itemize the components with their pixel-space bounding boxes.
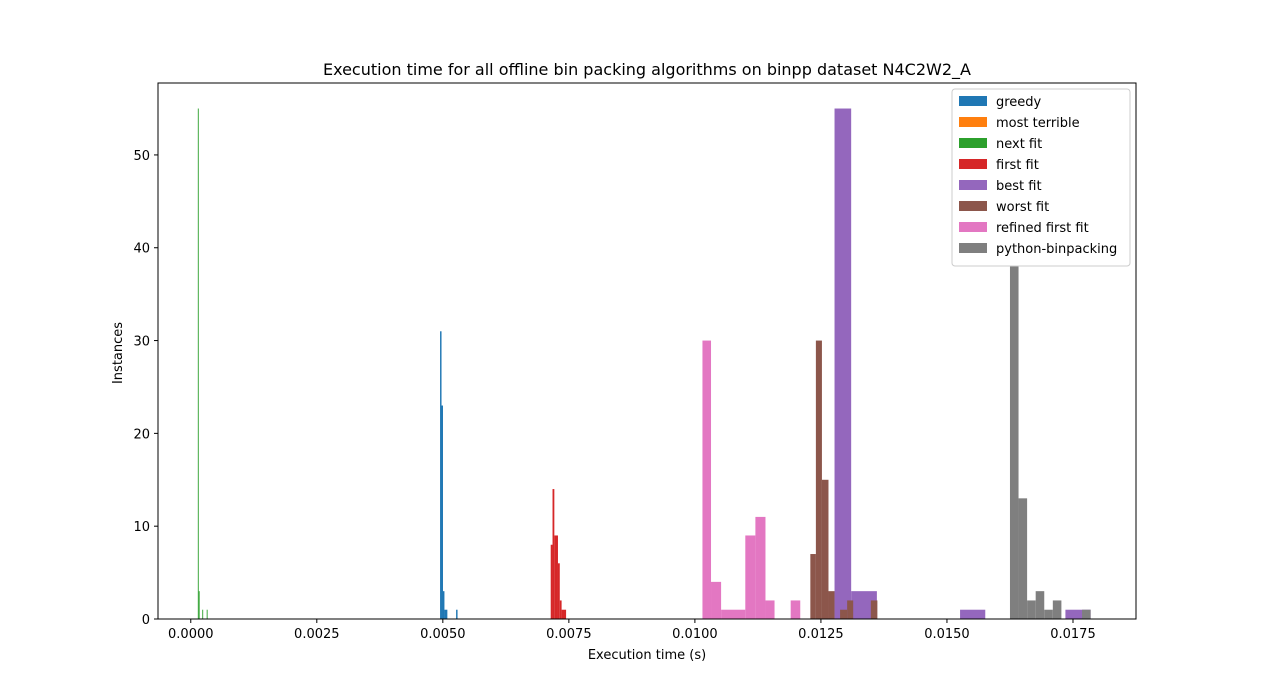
bar-greedy [456, 609, 458, 619]
bar-worst-fit [847, 600, 854, 619]
y-tick-label: 0 [142, 613, 150, 628]
x-tick-label: 0.0000 [168, 627, 214, 642]
bar-greedy [441, 405, 443, 619]
series-worst-fit [810, 340, 878, 619]
x-tick-label: 0.0075 [546, 627, 592, 642]
legend-swatch [959, 201, 987, 211]
legend-label: greedy [996, 95, 1042, 110]
y-axis-label: Instances [111, 322, 126, 384]
bar-greedy [442, 591, 445, 619]
bar-first-fit [557, 563, 560, 619]
x-axis-label: Execution time (s) [588, 648, 706, 663]
legend: greedy most terrible next fit first fit best… [951, 88, 1131, 267]
legend-swatch [959, 180, 987, 190]
bar-refined-first-fit [790, 600, 801, 619]
bar-first-fit [552, 489, 555, 619]
bar-worst-fit [870, 600, 878, 619]
bar-first-fit [550, 544, 553, 619]
y-tick-label: 30 [133, 335, 150, 350]
bar-best-fit [1065, 609, 1091, 619]
bar-python-binpacking [1018, 498, 1028, 619]
bar-python-binpacking [1009, 266, 1019, 619]
bar-first-fit [559, 600, 562, 619]
y-tick-label: 10 [133, 520, 150, 535]
histogram-bars [197, 108, 1091, 620]
series-python-binpacking [1009, 266, 1091, 619]
bar-refined-first-fit [702, 340, 712, 619]
bar-best-fit [834, 108, 852, 620]
bar-refined-first-fit [765, 600, 775, 619]
legend-label: best fit [996, 179, 1042, 194]
bar-worst-fit [815, 340, 822, 619]
bar-worst-fit [840, 609, 848, 619]
x-tick-label: 0.0125 [798, 627, 844, 642]
x-tick-label: 0.0050 [420, 627, 466, 642]
legend-swatch [959, 243, 987, 253]
x-tick-label: 0.0025 [294, 627, 340, 642]
bar-greedy [440, 331, 442, 619]
bar-next-fit [197, 108, 199, 620]
bar-refined-first-fit [745, 535, 756, 619]
y-tick-label: 40 [133, 242, 150, 257]
y-tick-label: 50 [133, 149, 150, 164]
series-greedy [440, 331, 458, 619]
bar-best-fit [960, 609, 986, 619]
legend-box [951, 88, 1131, 267]
x-tick-label: 0.0150 [924, 627, 970, 642]
y-axis: 0 10 20 30 40 50 [133, 149, 158, 628]
series-first-fit [550, 489, 567, 619]
bar-refined-first-fit [711, 581, 722, 619]
legend-label: most terrible [996, 116, 1080, 131]
x-tick-label: 0.0100 [672, 627, 718, 642]
bar-greedy [444, 609, 448, 619]
legend-label: worst fit [996, 200, 1049, 215]
legend-swatch [959, 138, 987, 148]
bar-next-fit [206, 609, 208, 619]
bar-refined-first-fit [755, 516, 766, 619]
legend-swatch [959, 96, 987, 106]
bar-python-binpacking [1044, 609, 1053, 619]
legend-swatch [959, 222, 987, 232]
x-tick-label: 0.0175 [1050, 627, 1096, 642]
bar-python-binpacking [1035, 591, 1045, 619]
bar-python-binpacking [1082, 609, 1091, 619]
bar-first-fit [561, 609, 567, 619]
series-refined-first-fit [702, 340, 801, 619]
legend-swatch [959, 159, 987, 169]
legend-swatch [959, 117, 987, 127]
bar-next-fit [202, 609, 204, 619]
bar-python-binpacking [1027, 600, 1036, 619]
bar-next-fit [198, 591, 200, 619]
bar-worst-fit [828, 591, 835, 619]
legend-label: refined first fit [996, 221, 1089, 236]
bar-worst-fit [810, 554, 816, 619]
x-axis: 0.0000 0.0025 0.0050 0.0075 0.0100 0.0125 0.01… [168, 619, 1096, 642]
bar-first-fit [554, 535, 558, 619]
bar-worst-fit [821, 479, 829, 619]
y-tick-label: 20 [133, 427, 150, 442]
series-next-fit [197, 108, 208, 620]
legend-label: python-binpacking [996, 242, 1117, 257]
legend-label: first fit [996, 158, 1039, 173]
chart-title: Execution time for all offline bin packi… [323, 60, 971, 80]
plot-frame [157, 82, 1137, 620]
bar-refined-first-fit [721, 609, 746, 619]
legend-label: next fit [996, 137, 1042, 152]
bar-python-binpacking [1052, 600, 1062, 619]
